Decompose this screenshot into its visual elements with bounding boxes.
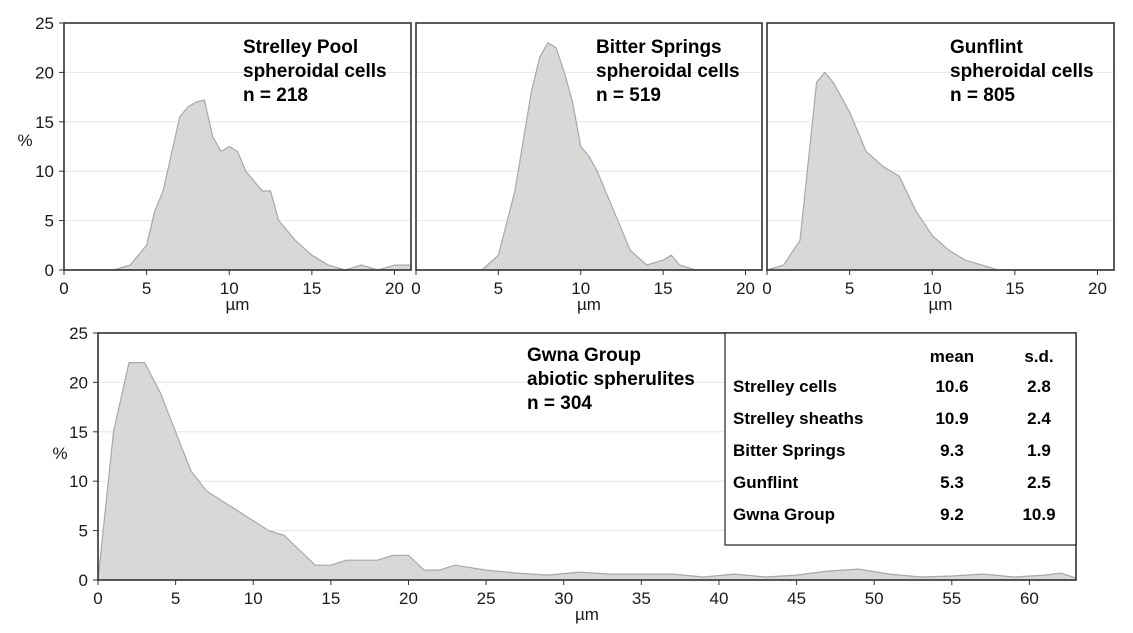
x-tick-label: 5 xyxy=(142,279,151,298)
stats-row-mean: 10.9 xyxy=(935,409,968,428)
x-axis-label: µm xyxy=(226,295,250,314)
x-tick-label: 15 xyxy=(654,279,673,298)
x-tick-label: 30 xyxy=(554,589,573,608)
y-tick-label: 20 xyxy=(69,373,88,392)
stats-table: mean s.d. Strelley cells 10.6 2.8 Strelley sh… xyxy=(724,332,1077,546)
y-tick-label: 0 xyxy=(79,571,88,590)
x-tick-label: 15 xyxy=(321,589,340,608)
x-tick-label: 45 xyxy=(787,589,806,608)
y-tick-label: 25 xyxy=(69,324,88,343)
stats-header-sd: s.d. xyxy=(1024,347,1053,366)
plot-frame xyxy=(415,22,763,271)
panel-3: 0 5 10 15 20 µm Gunflint spheroidal cells n = 80… xyxy=(762,22,1115,314)
x-tick-label: 60 xyxy=(1020,589,1039,608)
distribution-area xyxy=(766,71,1115,271)
stats-row-label: Gwna Group xyxy=(733,505,835,524)
x-axis-label: µm xyxy=(929,295,953,314)
stats-row-sd: 2.8 xyxy=(1027,377,1051,396)
distribution-area xyxy=(63,99,412,271)
stats-row-sd: 10.9 xyxy=(1022,505,1055,524)
x-tick-label: 55 xyxy=(942,589,961,608)
x-tick-label: 20 xyxy=(1088,279,1107,298)
y-tick-label: 0 xyxy=(45,261,54,280)
x-tick-label: 5 xyxy=(845,279,854,298)
panel-annotation-line: Strelley Pool xyxy=(243,37,358,58)
panel-annotation-line: spheroidal cells xyxy=(596,61,740,82)
plot-frame xyxy=(766,22,1115,271)
y-tick-label: 5 xyxy=(79,522,88,541)
panel-annotation-line: Gunflint xyxy=(950,37,1023,58)
stats-row-mean: 9.2 xyxy=(940,505,964,524)
y-tick-label: 15 xyxy=(35,113,54,132)
stats-row-mean: 9.3 xyxy=(940,441,964,460)
x-tick-label: 25 xyxy=(477,589,496,608)
y-tick-label: 20 xyxy=(35,63,54,82)
stats-row-sd: 2.5 xyxy=(1027,473,1051,492)
panel-annotation-line: spheroidal cells xyxy=(950,61,1094,82)
stats-table-box xyxy=(724,332,1077,546)
x-tick-label: 15 xyxy=(1005,279,1024,298)
stats-header-mean: mean xyxy=(930,347,974,366)
panel-2: 0 5 10 15 20 µm Bitter Springs spheroidal cells… xyxy=(411,22,763,314)
panel-annotation-line: Gwna Group xyxy=(527,345,641,366)
x-tick-label: 40 xyxy=(709,589,728,608)
x-tick-label: 20 xyxy=(385,279,404,298)
panel-1: 0 5 10 15 20 0 5 10 15 20 25% µm Strelley Pool sphero… xyxy=(17,14,412,314)
panel-annotation-line: abiotic spherulites xyxy=(527,369,695,390)
y-tick-label: 25 xyxy=(35,14,54,33)
x-tick-label: 50 xyxy=(865,589,884,608)
x-tick-label: 0 xyxy=(93,589,102,608)
x-tick-label: 0 xyxy=(411,279,420,298)
y-axis-label: % xyxy=(17,131,32,150)
x-axis-label: µm xyxy=(575,605,599,624)
y-tick-label: 10 xyxy=(35,162,54,181)
panel-annotation-line: n = 805 xyxy=(950,85,1015,106)
stats-row-label: Strelley sheaths xyxy=(733,409,863,428)
y-tick-label: 5 xyxy=(45,212,54,231)
panel-annotation-line: n = 519 xyxy=(596,85,661,106)
panel-annotation-line: Bitter Springs xyxy=(596,37,722,58)
stats-row-label: Strelley cells xyxy=(733,377,837,396)
x-tick-label: 5 xyxy=(494,279,503,298)
plot-frame xyxy=(63,22,412,271)
x-tick-label: 35 xyxy=(632,589,651,608)
x-tick-label: 15 xyxy=(302,279,321,298)
x-tick-label: 0 xyxy=(59,279,68,298)
panel-annotation-line: n = 218 xyxy=(243,85,308,106)
x-tick-label: 10 xyxy=(244,589,263,608)
stats-row-mean: 5.3 xyxy=(940,473,964,492)
x-tick-label: 10 xyxy=(571,279,590,298)
distribution-area xyxy=(415,42,763,271)
distribution-area xyxy=(97,362,1077,581)
y-tick-label: 10 xyxy=(69,472,88,491)
x-tick-label: 10 xyxy=(923,279,942,298)
x-axis-label: µm xyxy=(577,295,601,314)
y-axis-label: % xyxy=(52,444,67,463)
panel-annotation-line: spheroidal cells xyxy=(243,61,387,82)
y-tick-label: 15 xyxy=(69,423,88,442)
stats-row-sd: 1.9 xyxy=(1027,441,1051,460)
stats-row-sd: 2.4 xyxy=(1027,409,1051,428)
x-tick-label: 5 xyxy=(171,589,180,608)
x-tick-label: 10 xyxy=(220,279,239,298)
stats-row-label: Gunflint xyxy=(733,473,798,492)
x-tick-label: 20 xyxy=(736,279,755,298)
panel-annotation-line: n = 304 xyxy=(527,393,592,414)
stats-row-mean: 10.6 xyxy=(935,377,968,396)
x-tick-label: 0 xyxy=(762,279,771,298)
x-tick-label: 20 xyxy=(399,589,418,608)
stats-row-label: Bitter Springs xyxy=(733,441,845,460)
